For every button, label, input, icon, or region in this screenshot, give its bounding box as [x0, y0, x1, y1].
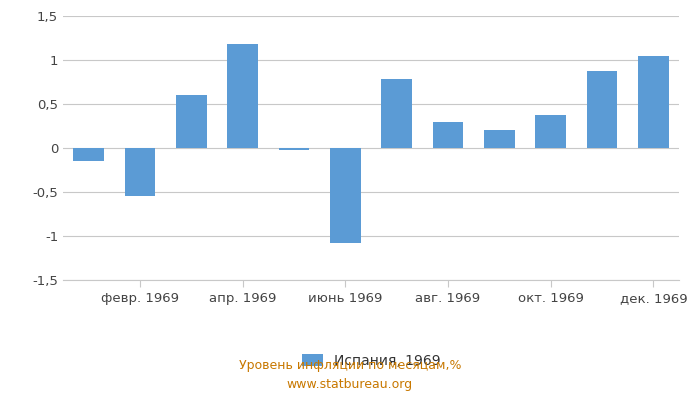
Bar — [125, 148, 155, 196]
Bar — [484, 130, 514, 148]
Bar — [176, 95, 206, 148]
Bar — [433, 122, 463, 148]
Text: www.statbureau.org: www.statbureau.org — [287, 378, 413, 391]
Bar — [74, 148, 104, 161]
Bar — [638, 56, 668, 148]
Bar — [587, 70, 617, 148]
Text: Уровень инфляции по месяцам,%: Уровень инфляции по месяцам,% — [239, 360, 461, 372]
Bar — [228, 44, 258, 148]
Bar — [536, 116, 566, 148]
Bar — [279, 148, 309, 150]
Bar — [382, 79, 412, 148]
Bar — [330, 148, 360, 243]
Legend: Испания, 1969: Испания, 1969 — [296, 348, 446, 373]
